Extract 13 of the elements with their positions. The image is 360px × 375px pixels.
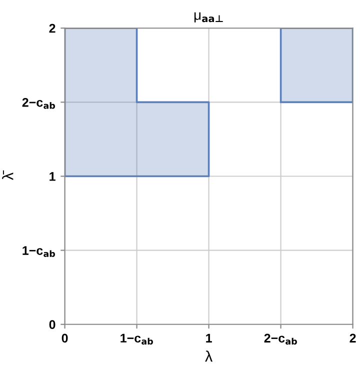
x-tick-label: 0 [62, 334, 68, 343]
x-axis-title: λ [205, 350, 212, 362]
y-tick-label: 2 [49, 24, 56, 33]
x-tick-label: 2−c$_{ab}$ [264, 334, 297, 345]
x-tick-label: 1−c$_{ab}$ [120, 334, 153, 345]
y-tick-label: 2−c$_{ab}$ [22, 98, 55, 109]
y-tick-label: 1−c$_{ab}$ [22, 246, 55, 257]
x-tick-label: 2 [350, 334, 356, 342]
x-tick-label: 1 [206, 334, 212, 342]
y-tick-label: 0 [49, 320, 56, 330]
chart-title: μ$_{aa⊥}$ [194, 12, 223, 22]
y-tick-label: 1 [50, 172, 56, 181]
y-axis-title: λ̄ [2, 170, 14, 180]
